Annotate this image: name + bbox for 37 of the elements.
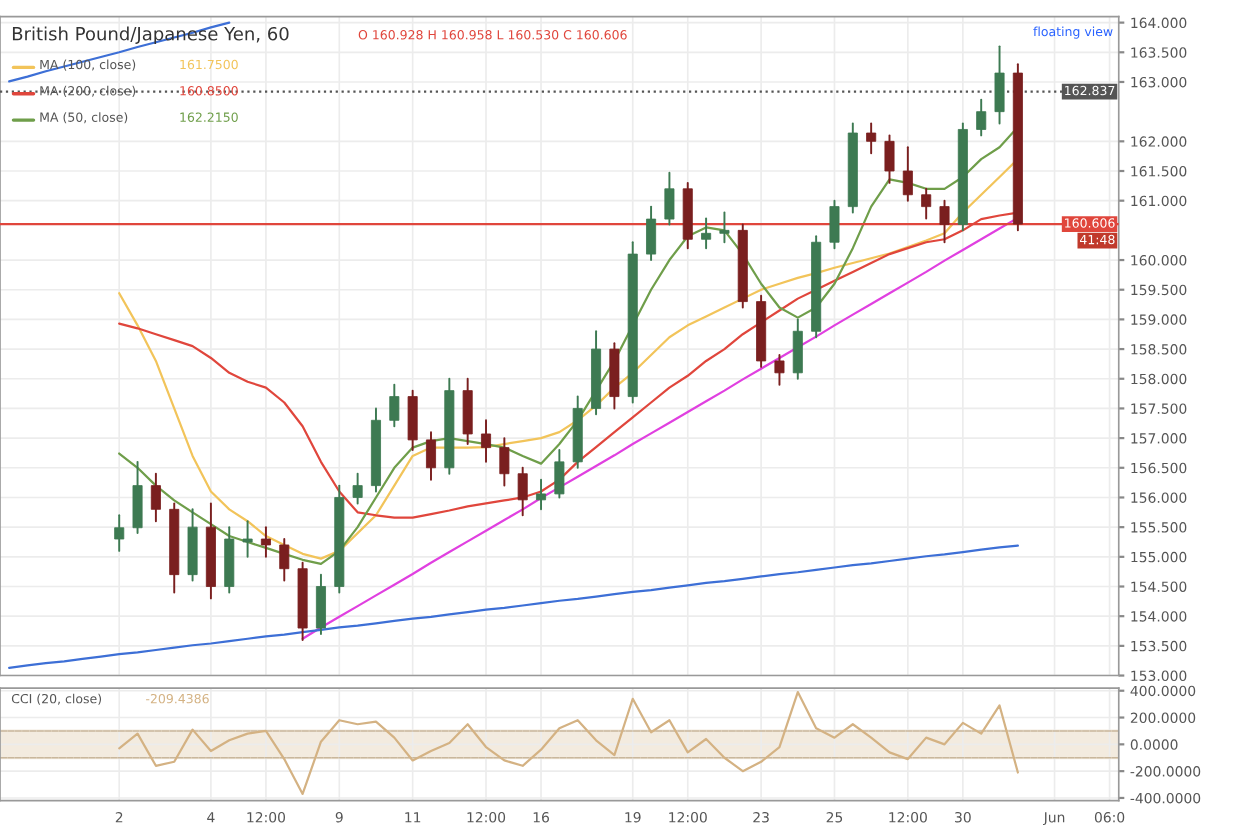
candlestick (499, 437, 510, 487)
candlestick (976, 98, 987, 137)
candlestick (517, 466, 528, 517)
candlestick (425, 431, 436, 481)
candlestick (866, 122, 877, 155)
candlestick (407, 389, 418, 451)
candlestick (224, 526, 235, 594)
candlestick (114, 514, 125, 552)
candlestick (242, 520, 253, 558)
candlestick (719, 211, 730, 244)
line-series (118, 690, 1019, 796)
candlestick (132, 460, 143, 535)
candlestick (921, 187, 932, 220)
candlestick (829, 199, 840, 250)
candlestick (609, 342, 620, 410)
candlestick (279, 538, 290, 582)
candlestick (939, 199, 950, 244)
candlestick (994, 45, 1005, 125)
candlestick (150, 472, 161, 523)
candlestick (315, 573, 326, 635)
candlestick (187, 508, 198, 582)
candlestick (664, 171, 675, 226)
line-series (8, 544, 1019, 669)
candlestick (352, 472, 363, 505)
candlestick (774, 354, 785, 386)
candlestick (646, 205, 657, 262)
candlestick (389, 383, 400, 428)
candlestick (260, 526, 271, 558)
candlestick (884, 134, 895, 184)
candlestick (554, 449, 565, 499)
candlestick (481, 419, 492, 463)
candlestick (462, 377, 473, 446)
candlestick (701, 217, 712, 250)
line-series (301, 216, 1019, 640)
candlestick (536, 478, 547, 511)
candlestick (902, 146, 913, 202)
candlestick (792, 318, 803, 380)
